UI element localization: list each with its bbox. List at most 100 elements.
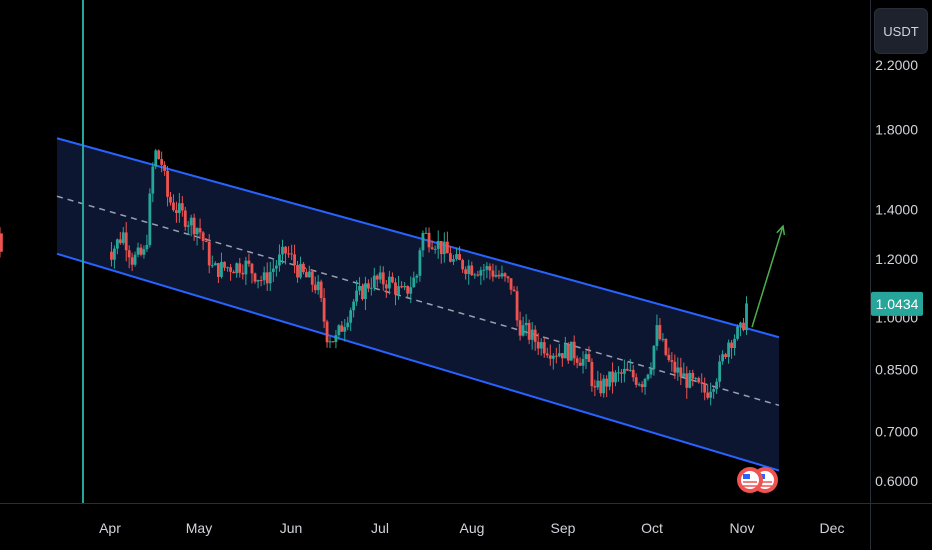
candle bbox=[560, 353, 564, 367]
candle bbox=[313, 276, 317, 294]
candle bbox=[281, 239, 284, 264]
candle bbox=[476, 270, 480, 277]
candle bbox=[337, 324, 341, 340]
candle bbox=[470, 261, 474, 277]
candle bbox=[679, 357, 683, 386]
candle bbox=[587, 346, 591, 363]
candle bbox=[572, 335, 576, 366]
candle bbox=[494, 265, 498, 278]
candle bbox=[733, 334, 736, 356]
candle bbox=[340, 321, 344, 333]
candle bbox=[151, 162, 155, 203]
candle bbox=[646, 373, 650, 381]
candle bbox=[482, 263, 486, 281]
channel-upper-line[interactable] bbox=[56, 137, 780, 339]
candle bbox=[223, 261, 226, 271]
candle bbox=[369, 277, 373, 296]
y-tick-label: 1.8000 bbox=[875, 121, 918, 137]
candle bbox=[130, 252, 134, 271]
candle bbox=[394, 278, 397, 306]
candle bbox=[180, 196, 184, 217]
candle bbox=[397, 275, 400, 300]
candle bbox=[302, 261, 305, 275]
currency-label: USDT bbox=[883, 23, 919, 39]
candle bbox=[509, 278, 513, 295]
candle bbox=[349, 307, 353, 331]
candle bbox=[241, 264, 245, 280]
candle bbox=[198, 218, 202, 240]
currency-button[interactable]: USDT bbox=[874, 8, 928, 54]
x-tick-label: May bbox=[186, 520, 212, 536]
candle bbox=[169, 191, 172, 206]
us-flag-icon[interactable] bbox=[737, 467, 763, 493]
candle bbox=[551, 353, 555, 370]
candle bbox=[118, 231, 122, 245]
candle bbox=[739, 321, 742, 337]
candle bbox=[384, 279, 388, 298]
candle bbox=[136, 242, 140, 258]
projection-arrow bbox=[751, 224, 786, 328]
candle bbox=[503, 272, 507, 282]
candle bbox=[518, 311, 522, 341]
candle bbox=[378, 265, 382, 284]
candle bbox=[346, 316, 350, 331]
candle bbox=[412, 271, 416, 288]
candle bbox=[461, 258, 465, 274]
y-tick-label: 0.7000 bbox=[875, 424, 918, 440]
candle bbox=[400, 281, 403, 289]
candle bbox=[424, 227, 428, 234]
candle bbox=[316, 275, 320, 295]
candle bbox=[611, 362, 614, 394]
candle bbox=[458, 246, 461, 261]
candle bbox=[210, 255, 214, 268]
candle bbox=[265, 262, 269, 291]
candle bbox=[177, 193, 181, 223]
candle bbox=[331, 340, 335, 343]
event-markers[interactable] bbox=[737, 467, 778, 493]
candle bbox=[290, 244, 294, 261]
current-price-label: 1.0434 bbox=[876, 296, 919, 312]
candle bbox=[204, 238, 208, 243]
candle bbox=[485, 262, 489, 279]
candle bbox=[427, 227, 431, 253]
candle bbox=[620, 369, 623, 383]
candle bbox=[195, 227, 199, 246]
candle bbox=[358, 277, 361, 296]
candle bbox=[703, 377, 707, 401]
candle bbox=[175, 201, 178, 223]
candle bbox=[201, 231, 205, 250]
candle bbox=[421, 230, 425, 257]
y-tick-label: 1.4000 bbox=[875, 202, 918, 218]
candle bbox=[244, 256, 248, 285]
y-tick-label: 0.8500 bbox=[875, 361, 918, 377]
candle bbox=[325, 319, 329, 348]
candle bbox=[296, 260, 299, 283]
candle bbox=[557, 343, 561, 358]
channel-lower-line[interactable] bbox=[56, 252, 780, 472]
candle bbox=[375, 274, 379, 288]
candle bbox=[631, 365, 635, 382]
candle bbox=[299, 256, 302, 280]
x-tick-label: Oct bbox=[641, 520, 663, 536]
candle bbox=[328, 336, 332, 349]
candle bbox=[381, 266, 385, 291]
candle bbox=[622, 359, 626, 383]
candle bbox=[442, 232, 446, 263]
candle bbox=[661, 333, 665, 342]
current-price-badge: 1.0434 bbox=[871, 291, 923, 316]
candle bbox=[256, 279, 260, 289]
y-tick-label: 0.6000 bbox=[875, 473, 918, 489]
candle bbox=[575, 355, 579, 369]
candle bbox=[403, 282, 407, 291]
candle bbox=[599, 373, 603, 397]
y-tick-label: 2.2000 bbox=[875, 57, 918, 73]
candle bbox=[372, 267, 376, 291]
candle bbox=[706, 384, 710, 400]
candle bbox=[658, 318, 662, 341]
candle bbox=[491, 263, 495, 282]
candle bbox=[334, 330, 338, 349]
candle bbox=[232, 269, 236, 274]
candle bbox=[527, 319, 531, 345]
candle bbox=[593, 379, 597, 397]
